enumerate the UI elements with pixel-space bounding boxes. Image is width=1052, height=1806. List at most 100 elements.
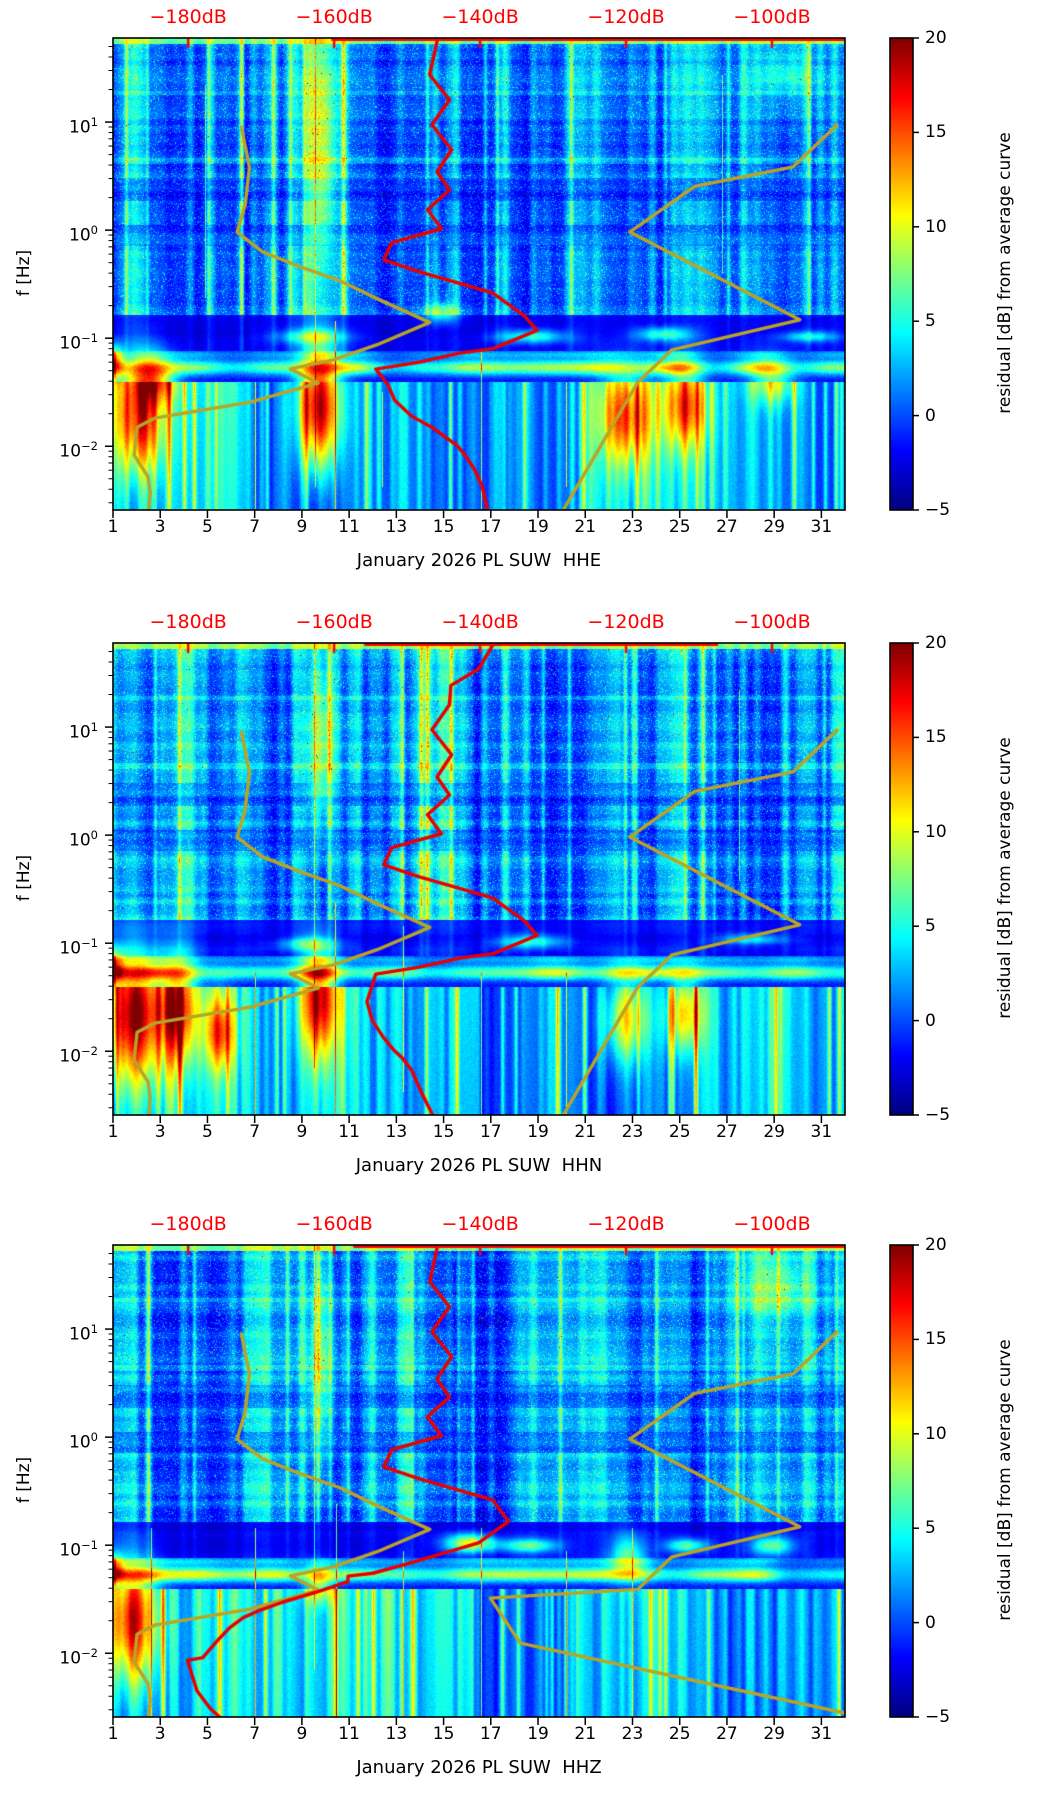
x-tick-label: 21: [574, 517, 597, 537]
colorbar-tick-label: 15: [925, 122, 947, 143]
colorbar-tick-label: 15: [925, 727, 947, 748]
colorbar-tick-label: −5: [925, 1105, 951, 1125]
top-db-label: −160dB: [295, 611, 373, 633]
top-db-label: −120dB: [587, 611, 665, 633]
y-tick-label: 10−1: [59, 936, 98, 959]
y-tick-label: 101: [69, 720, 98, 743]
x-tick-label: 23: [621, 1724, 644, 1744]
x-tick-label: 11: [338, 517, 360, 537]
y-tick-label: 10−1: [59, 331, 98, 354]
colorbar-tick-label: 20: [925, 1235, 947, 1255]
x-tick-label: 17: [479, 1122, 502, 1142]
y-axis-label: f [Hz]: [14, 1456, 34, 1504]
x-tick-label: 3: [154, 1122, 166, 1142]
x-tick-label: 13: [385, 1122, 408, 1142]
x-tick-label: 9: [296, 1724, 308, 1744]
top-db-label: −160dB: [295, 1213, 373, 1235]
x-tick-label: 13: [385, 517, 408, 537]
colorbar-tick-label: 0: [925, 1010, 936, 1031]
x-tick-label: 19: [527, 517, 549, 537]
x-tick-label: 31: [810, 1122, 833, 1142]
x-tick-label: 31: [810, 1724, 833, 1744]
colorbar-tick-label: 0: [925, 405, 936, 426]
top-db-label: −120dB: [587, 1213, 665, 1235]
x-tick-label: 17: [479, 517, 502, 537]
x-tick-label: 19: [527, 1122, 549, 1142]
top-db-label: −180dB: [149, 1213, 227, 1235]
x-tick-label: 15: [432, 1122, 455, 1142]
colorbar-tick-label: −5: [925, 1707, 951, 1727]
x-tick-label: 5: [202, 1724, 213, 1744]
x-tick-label: 29: [763, 1724, 785, 1744]
x-tick-label: 23: [621, 1122, 644, 1142]
x-tick-label: 3: [154, 517, 166, 537]
colorbar-gradient-hhe: [890, 38, 913, 510]
x-tick-label: 1: [107, 517, 119, 537]
panel-title-hhn: January 2026 PL SUW HHN: [355, 1155, 603, 1176]
x-tick-label: 15: [432, 517, 455, 537]
colorbar-tick-label: 5: [925, 311, 936, 332]
x-tick-label: 25: [668, 1122, 691, 1142]
x-tick-label: 27: [716, 1724, 738, 1744]
x-tick-label: 3: [154, 1724, 166, 1744]
x-tick-label: 13: [385, 1724, 408, 1744]
x-tick-label: 25: [668, 1724, 691, 1744]
top-db-label: −140dB: [441, 6, 519, 28]
spectrogram-canvas-hhz: [113, 1245, 845, 1717]
top-db-label: −140dB: [441, 1213, 519, 1235]
x-tick-label: 29: [763, 517, 785, 537]
x-tick-label: 15: [432, 1724, 455, 1744]
colorbar-label: residual [dB] from average curve: [995, 1339, 1015, 1621]
top-db-label: −100dB: [733, 1213, 811, 1235]
x-tick-label: 21: [574, 1122, 597, 1142]
x-tick-label: 11: [338, 1724, 360, 1744]
x-tick-label: 11: [338, 1122, 360, 1142]
y-axis-label: f [Hz]: [14, 249, 34, 297]
y-tick-label: 10−2: [59, 1044, 98, 1067]
colorbar-tick-label: 5: [925, 1518, 936, 1539]
colorbar-tick-label: −5: [925, 500, 951, 520]
top-db-label: −180dB: [149, 611, 227, 633]
y-tick-label: 100: [69, 1430, 98, 1453]
colorbar-tick-label: 0: [925, 1612, 936, 1633]
top-db-label: −120dB: [587, 6, 665, 28]
top-db-label: −100dB: [733, 6, 811, 28]
y-tick-label: 10−1: [59, 1538, 98, 1561]
x-tick-label: 21: [574, 1724, 597, 1744]
y-tick-label: 101: [69, 1322, 98, 1345]
y-tick-label: 100: [69, 223, 98, 246]
colorbar-label: residual [dB] from average curve: [995, 132, 1015, 414]
colorbar-tick-label: 10: [925, 821, 947, 842]
top-db-label: −100dB: [733, 611, 811, 633]
colorbar-label: residual [dB] from average curve: [995, 737, 1015, 1019]
colorbar-tick-label: 5: [925, 916, 936, 937]
x-tick-label: 25: [668, 517, 691, 537]
y-tick-label: 101: [69, 115, 98, 138]
x-tick-label: 9: [296, 1122, 308, 1142]
x-tick-label: 9: [296, 517, 308, 537]
x-tick-label: 31: [810, 517, 833, 537]
x-tick-label: 29: [763, 1122, 785, 1142]
x-tick-label: 7: [249, 1122, 261, 1142]
x-tick-label: 23: [621, 517, 644, 537]
x-tick-label: 27: [716, 517, 738, 537]
top-db-label: −140dB: [441, 611, 519, 633]
x-tick-label: 7: [249, 517, 261, 537]
colorbar-tick-label: 15: [925, 1329, 947, 1350]
x-tick-label: 7: [249, 1724, 261, 1744]
top-db-label: −180dB: [149, 6, 227, 28]
y-axis-label: f [Hz]: [14, 854, 34, 902]
colorbar-tick-label: 10: [925, 216, 947, 237]
x-tick-label: 17: [479, 1724, 502, 1744]
x-tick-label: 5: [202, 1122, 213, 1142]
y-tick-label: 10−2: [59, 1646, 98, 1669]
colorbar-tick-label: 20: [925, 633, 947, 653]
x-tick-label: 27: [716, 1122, 738, 1142]
top-db-label: −160dB: [295, 6, 373, 28]
y-tick-label: 100: [69, 828, 98, 851]
colorbar-gradient-hhz: [890, 1245, 913, 1717]
colorbar-gradient-hhn: [890, 643, 913, 1115]
y-tick-label: 10−2: [59, 439, 98, 462]
x-tick-label: 5: [202, 517, 213, 537]
